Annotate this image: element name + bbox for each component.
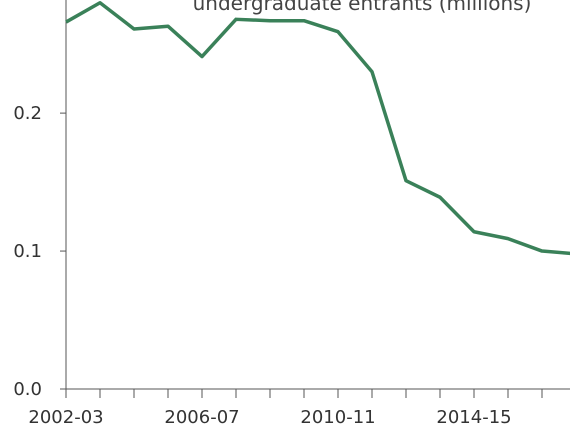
line-series	[65, 1, 570, 256]
x-tick-label: 2010-11	[300, 407, 375, 428]
chart-title: undergraduate entrants (millions)	[193, 0, 532, 15]
y-tick-label: 0.2	[13, 103, 42, 124]
y-tick-label: 0.0	[13, 379, 42, 400]
y-tick-label: 0.1	[13, 241, 42, 262]
x-tick-label: 2002-03	[28, 407, 103, 428]
x-tick-label: 2006-07	[164, 407, 239, 428]
x-tick-label: 2014-15	[436, 407, 511, 428]
plot-area: undergraduate entrants (millions) 0.0 0.1…	[13, 0, 570, 428]
